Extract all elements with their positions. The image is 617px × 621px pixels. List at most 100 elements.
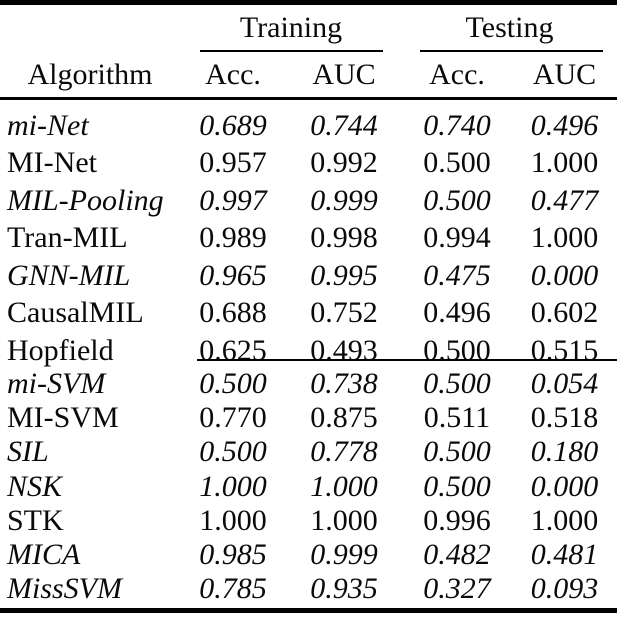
metric-value: 0.995 — [310, 258, 378, 292]
algorithm-name: NSK — [7, 469, 63, 503]
metric-value: 0.500 — [423, 367, 491, 401]
metric-value: 0.054 — [530, 367, 599, 401]
table-row: MissSVM 0.785 0.935 0.327 0.093 — [0, 572, 617, 606]
metric-value: 0.500 — [423, 469, 491, 503]
table-row: MIL-Pooling 0.997 0.999 0.500 0.477 — [0, 182, 617, 220]
metric-value: 0.500 — [423, 183, 491, 217]
metric-value: 0.500 — [199, 367, 267, 401]
metric-value: 0.994 — [423, 221, 491, 255]
metric-value: 0.688 — [199, 296, 267, 330]
table-row: mi-SVM 0.500 0.738 0.500 0.054 — [0, 367, 617, 401]
metric-value: 0.482 — [423, 538, 491, 572]
metric-value: 0.475 — [423, 258, 491, 292]
metric-value: 1.000 — [310, 469, 378, 503]
metric-value: 0.998 — [310, 221, 378, 255]
table-row: SIL 0.500 0.778 0.500 0.180 — [0, 435, 617, 469]
metric-value: 0.500 — [423, 435, 491, 469]
algorithm-name: MI-SVM — [7, 401, 119, 435]
table-row: mi-Net 0.689 0.744 0.740 0.496 — [0, 107, 617, 145]
table-row: CausalMIL 0.688 0.752 0.496 0.602 — [0, 295, 617, 333]
metric-value: 0.477 — [530, 183, 599, 217]
metric-value: 0.180 — [530, 435, 599, 469]
algorithm-name: MI-Net — [7, 146, 97, 180]
metric-value: 0.500 — [423, 146, 491, 180]
metric-value: 0.989 — [199, 221, 267, 255]
metric-value: 1.000 — [530, 503, 599, 537]
metric-value: 0.740 — [423, 108, 491, 142]
column-group-header-row: Training Testing — [0, 10, 617, 46]
header-separator-rule — [0, 97, 617, 100]
algorithm-name: MIL-Pooling — [7, 183, 164, 217]
metric-value: 1.000 — [530, 146, 599, 180]
metric-value: 0.602 — [530, 296, 599, 330]
column-group-training: Training — [239, 11, 343, 44]
metric-value: 0.744 — [310, 108, 378, 142]
table-row: MI-SVM 0.770 0.875 0.511 0.518 — [0, 401, 617, 435]
metric-value: 0.875 — [310, 401, 378, 435]
algorithm-name: Tran-MIL — [7, 221, 128, 255]
table-row: Tran-MIL 0.989 0.998 0.994 1.000 — [0, 220, 617, 258]
metric-value: 1.000 — [310, 503, 378, 537]
algorithm-name: CausalMIL — [7, 296, 144, 330]
column-header-testing-acc: Acc. — [429, 58, 485, 91]
table-row: NSK 1.000 1.000 0.500 0.000 — [0, 470, 617, 504]
metric-value: 0.093 — [530, 572, 599, 606]
metric-value: 1.000 — [199, 469, 267, 503]
algorithm-name: MICA — [7, 538, 81, 572]
table-top-rule — [0, 0, 617, 5]
algorithm-name: STK — [7, 503, 64, 537]
training-group-underline — [200, 50, 383, 52]
metric-value: 0.689 — [199, 108, 267, 142]
table-row: MI-Net 0.957 0.992 0.500 1.000 — [0, 145, 617, 183]
algorithm-name: Hopfield — [7, 333, 114, 367]
metric-value: 0.999 — [310, 538, 378, 572]
algorithm-name: GNN-MIL — [7, 258, 131, 292]
metric-value: 0.752 — [310, 296, 378, 330]
column-header-training-acc: Acc. — [205, 58, 261, 91]
metric-value: 0.992 — [310, 146, 378, 180]
metric-value: 0.518 — [530, 401, 599, 435]
section-separator-rule — [197, 359, 617, 361]
metric-value: 1.000 — [199, 503, 267, 537]
metric-value: 0.500 — [199, 435, 267, 469]
metric-value: 0.625 — [199, 333, 267, 367]
metric-value: 0.997 — [199, 183, 267, 217]
metric-value: 0.511 — [423, 401, 491, 435]
metric-value: 0.738 — [310, 367, 378, 401]
metric-value: 0.515 — [530, 333, 599, 367]
metric-value: 0.935 — [310, 572, 378, 606]
metric-value: 0.496 — [423, 296, 491, 330]
algorithm-name: mi-Net — [7, 108, 89, 142]
algorithm-name: mi-SVM — [7, 367, 106, 401]
column-header-row: Algorithm Acc. AUC Acc. AUC — [0, 58, 617, 92]
metric-value: 0.500 — [423, 333, 491, 367]
algorithm-name: MissSVM — [7, 572, 122, 606]
metric-value: 0.778 — [310, 435, 378, 469]
metric-value: 0.996 — [423, 503, 491, 537]
metric-value: 0.493 — [310, 333, 378, 367]
table-row: MICA 0.985 0.999 0.482 0.481 — [0, 538, 617, 572]
column-group-testing: Testing — [465, 11, 554, 44]
algorithm-name: SIL — [7, 435, 49, 469]
metric-value: 0.999 — [310, 183, 378, 217]
table-row: GNN-MIL 0.965 0.995 0.475 0.000 — [0, 257, 617, 295]
metric-value: 0.000 — [530, 258, 599, 292]
column-header-algorithm: Algorithm — [27, 58, 153, 91]
metric-value: 0.000 — [530, 469, 599, 503]
metric-value: 0.985 — [199, 538, 267, 572]
metric-value: 0.496 — [530, 108, 599, 142]
table-row: Hopfield 0.625 0.493 0.500 0.515 — [0, 332, 617, 370]
column-header-testing-auc: AUC — [532, 58, 597, 91]
table-bottom-rule — [0, 608, 617, 613]
metric-value: 0.481 — [530, 538, 599, 572]
testing-group-underline — [420, 50, 603, 52]
metric-value: 1.000 — [530, 221, 599, 255]
column-header-training-auc: AUC — [312, 58, 376, 91]
metric-value: 0.965 — [199, 258, 267, 292]
metric-value: 0.770 — [199, 401, 267, 435]
metric-value: 0.327 — [423, 572, 491, 606]
metric-value: 0.957 — [199, 146, 267, 180]
metric-value: 0.785 — [199, 572, 267, 606]
table-row: STK 1.000 1.000 0.996 1.000 — [0, 504, 617, 538]
